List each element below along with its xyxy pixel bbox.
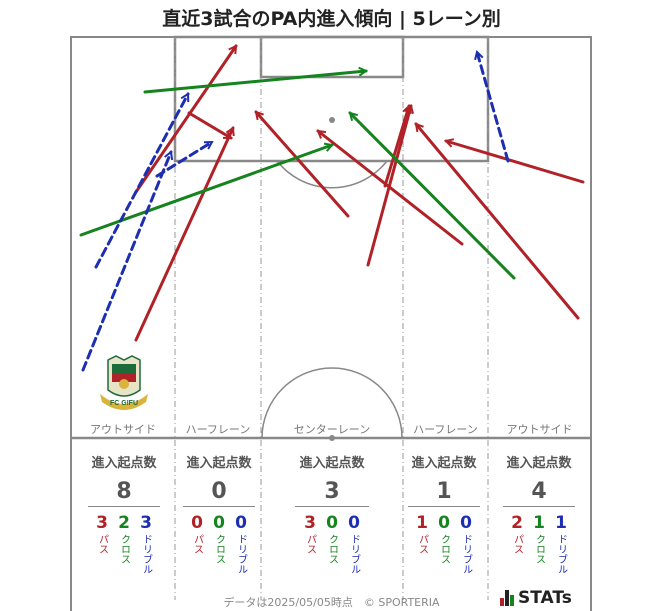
pass-count: 3: [304, 513, 316, 533]
chart-title: 直近3試合のPA内進入傾向 | 5レーン別: [162, 8, 501, 30]
cross-label: クロス: [213, 534, 225, 564]
stat-header: 進入起点数: [299, 456, 365, 471]
cross-label: クロス: [438, 534, 450, 564]
pass-count: 0: [191, 513, 203, 533]
lane-label-outside-left: アウトサイド: [90, 423, 156, 436]
cross-label: クロス: [118, 534, 130, 564]
entry-arrows: [79, 46, 585, 372]
dribble-count: 3: [140, 513, 152, 533]
stat-breakdown: 3 パス 2 クロス 3 ドリブル: [88, 513, 160, 574]
pass-label: パス: [304, 534, 316, 554]
dribble-count: 0: [235, 513, 247, 533]
goal-area: [259, 35, 405, 79]
footer-credit: データは2025/05/05時点 © SPORTERIA: [223, 596, 440, 609]
centre-circle: [261, 367, 403, 439]
cross-count: 0: [213, 513, 225, 533]
dribble-arrow-13: [81, 152, 171, 372]
pass-arrow-2: [134, 128, 233, 342]
dribble-label: ドリブル: [140, 534, 152, 574]
pass-arrow-6: [366, 106, 411, 267]
cross-label: クロス: [533, 534, 545, 564]
stat-breakdown: 2 パス 1 クロス 1 ドリブル: [503, 513, 575, 574]
stat-header: 進入起点数: [411, 456, 477, 471]
dribble-arrow-16: [477, 52, 510, 163]
brand-logo: STATs: [500, 588, 572, 608]
pass-arrow-9: [446, 141, 585, 184]
pass-label: パス: [416, 534, 428, 554]
cross-arrow-12: [348, 111, 516, 280]
dribble-label: ドリブル: [235, 534, 247, 574]
lane-stats-center: 進入起点数 3 3 パス 0 クロス 0 ドリブル: [295, 452, 369, 574]
dribble-label: ドリブル: [460, 534, 472, 574]
dribble-count: 0: [348, 513, 360, 533]
pass-arrow-8: [414, 124, 580, 320]
lane-stats-outside-right: 進入起点数 4 2 パス 1 クロス 1 ドリブル: [503, 452, 575, 574]
stat-total: 0: [183, 479, 255, 507]
lane-stats-halfspace-left: 進入起点数 0 0 パス 0 クロス 0 ドリブル: [183, 452, 255, 574]
pass-label: パス: [96, 534, 108, 554]
club-crest: FC GIFU: [100, 355, 148, 410]
lane-label-halfspace-left: ハーフレーン: [185, 423, 251, 436]
pass-count: 1: [416, 513, 428, 533]
cross-count: 0: [438, 513, 450, 533]
stat-breakdown: 0 パス 0 クロス 0 ドリブル: [183, 513, 255, 574]
stat-total: 1: [408, 479, 480, 507]
dribble-count: 0: [460, 513, 472, 533]
lane-label-center: センターレーン: [293, 423, 371, 436]
stat-total: 4: [503, 479, 575, 507]
pass-count: 3: [96, 513, 108, 533]
dribble-label: ドリブル: [555, 534, 567, 574]
stat-breakdown: 1 パス 0 クロス 0 ドリブル: [408, 513, 480, 574]
lane-label-outside-right: アウトサイド: [506, 423, 573, 436]
stat-header: 進入起点数: [506, 456, 572, 471]
pass-arrow-1: [134, 46, 238, 194]
pass-arrow-7: [383, 106, 409, 188]
cross-count: 0: [326, 513, 338, 533]
svg-text:FC GIFU: FC GIFU: [110, 400, 138, 407]
stat-total: 8: [88, 479, 160, 507]
stat-header: 進入起点数: [91, 456, 157, 471]
stat-breakdown: 3 パス 0 クロス 0 ドリブル: [295, 513, 369, 574]
dribble-label: ドリブル: [348, 534, 360, 574]
pass-label: パス: [511, 534, 523, 554]
lane-stats-halfspace-right: 進入起点数 1 1 パス 0 クロス 0 ドリブル: [408, 452, 480, 574]
stat-header: 進入起点数: [186, 456, 252, 471]
pass-count: 2: [511, 513, 523, 533]
pass-arrow-4: [254, 112, 350, 218]
stat-total: 3: [295, 479, 369, 507]
centre-spot: [329, 435, 335, 441]
penalty-spot: [329, 117, 335, 123]
dribble-arrow-14: [94, 94, 190, 269]
pass-arrow-3: [187, 111, 231, 140]
stats-logo-icon: [500, 590, 514, 606]
lane-stats-outside-left: 進入起点数 8 3 パス 2 クロス 3 ドリブル: [88, 452, 160, 574]
penalty-arc: [276, 160, 388, 189]
cross-arrow-11: [79, 145, 332, 237]
cross-arrow-10: [143, 71, 366, 94]
cross-label: クロス: [326, 534, 338, 564]
pass-label: パス: [191, 534, 203, 554]
lane-label-halfspace-right: ハーフレーン: [413, 423, 478, 436]
dribble-count: 1: [555, 513, 567, 533]
cross-count: 1: [533, 513, 545, 533]
dribble-arrow-15: [155, 140, 212, 178]
brand-text: STATs: [518, 588, 572, 608]
cross-count: 2: [118, 513, 130, 533]
